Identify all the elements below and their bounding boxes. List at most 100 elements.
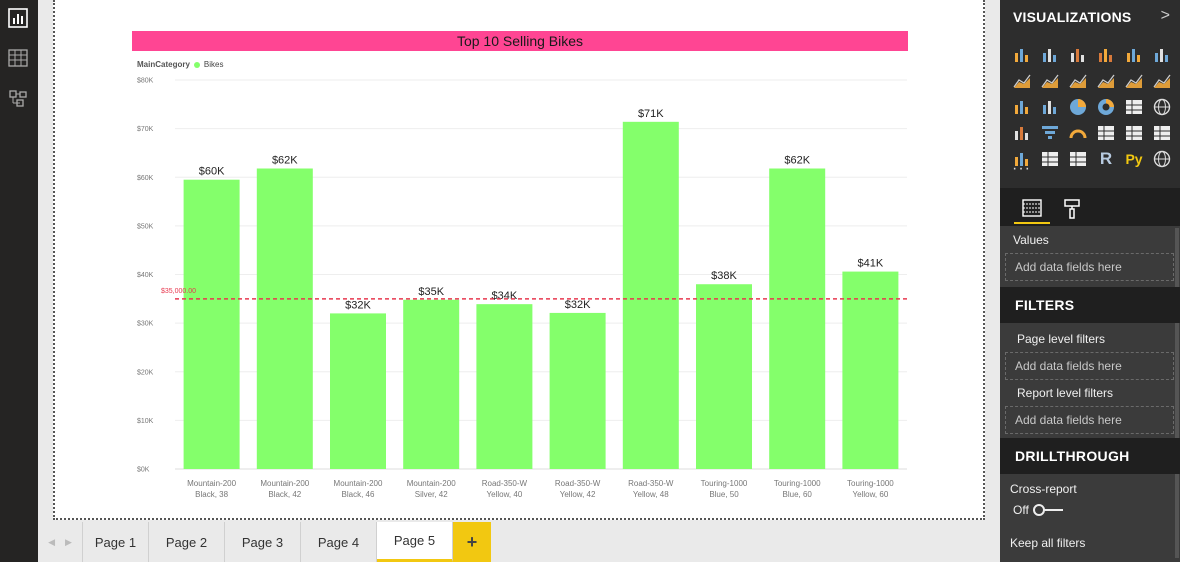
donut-chart-icon[interactable] bbox=[1092, 94, 1120, 120]
add-page-button[interactable]: + bbox=[453, 522, 491, 562]
legend-title: MainCategory bbox=[137, 60, 190, 69]
filled-map-icon[interactable] bbox=[1008, 120, 1036, 146]
y-tick-label: $80K bbox=[137, 78, 154, 85]
funnel-icon[interactable] bbox=[1036, 120, 1064, 146]
tab-scroll-arrows: ◀ ▶ bbox=[38, 522, 82, 562]
arcgis-map-icon[interactable] bbox=[1148, 146, 1176, 172]
keep-all-filters-label: Keep all filters bbox=[1010, 536, 1086, 550]
scatter-chart-icon[interactable] bbox=[1036, 94, 1064, 120]
visual-type-gallery: R Py bbox=[1008, 42, 1176, 172]
data-label: $62K bbox=[784, 154, 810, 166]
ribbon-chart-icon[interactable] bbox=[1148, 68, 1176, 94]
chart-legend: MainCategory Bikes bbox=[137, 60, 223, 69]
line-chart-icon[interactable] bbox=[1008, 68, 1036, 94]
matrix-icon[interactable] bbox=[1064, 146, 1092, 172]
data-label: $32K bbox=[345, 299, 371, 311]
100-stacked-column-chart-icon[interactable] bbox=[1148, 42, 1176, 68]
collapse-pane-chevron-icon[interactable]: > bbox=[1160, 7, 1170, 24]
multi-row-card-icon[interactable] bbox=[1120, 120, 1148, 146]
more-visuals-icon[interactable]: ··· bbox=[1012, 160, 1031, 177]
report-canvas: Top 10 Selling Bikes MainCategory Bikes … bbox=[38, 0, 1000, 522]
y-tick-label: $70K bbox=[137, 126, 154, 133]
x-tick-label: Touring-1000 bbox=[701, 479, 748, 488]
pie-chart-icon[interactable] bbox=[1064, 94, 1092, 120]
treemap-icon[interactable] bbox=[1120, 94, 1148, 120]
bar bbox=[256, 168, 313, 469]
bar bbox=[769, 168, 826, 469]
line-column-chart-icon[interactable] bbox=[1092, 68, 1120, 94]
kpi-icon[interactable] bbox=[1148, 120, 1176, 146]
tab-scroll-right-icon[interactable]: ▶ bbox=[65, 536, 72, 547]
visualizations-pane: VISUALIZATIONS > R Py ··· Values Add data… bbox=[1000, 0, 1180, 562]
values-drop-well[interactable]: Add data fields here bbox=[1005, 253, 1174, 281]
page-filters-drop-well[interactable]: Add data fields here bbox=[1005, 352, 1174, 380]
stacked-bar-chart-icon[interactable] bbox=[1008, 42, 1036, 68]
table-icon[interactable] bbox=[1036, 146, 1064, 172]
tab-scroll-left-icon[interactable]: ◀ bbox=[48, 536, 55, 547]
r-script-visual-icon[interactable]: R bbox=[1099, 149, 1113, 168]
slicer-icon[interactable] bbox=[1008, 146, 1036, 172]
x-tick-label: Yellow, 42 bbox=[560, 490, 596, 499]
report-view-icon[interactable] bbox=[6, 6, 30, 30]
data-label: $71K bbox=[638, 108, 664, 120]
tab-page-4[interactable]: Page 4 bbox=[301, 522, 377, 562]
fields-scroll-area bbox=[1000, 226, 1180, 562]
bar bbox=[842, 271, 899, 469]
clustered-column-chart-icon[interactable] bbox=[1092, 42, 1120, 68]
x-tick-label: Road-350-W bbox=[628, 479, 674, 488]
tab-page-5[interactable]: Page 5 bbox=[377, 522, 453, 562]
line-clustered-column-chart-icon[interactable] bbox=[1120, 68, 1148, 94]
100-stacked-bar-chart-icon[interactable] bbox=[1120, 42, 1148, 68]
data-label: $60K bbox=[199, 166, 225, 178]
x-tick-label: Mountain-200 bbox=[187, 479, 236, 488]
data-view-icon[interactable] bbox=[6, 46, 30, 70]
x-tick-label: Touring-1000 bbox=[847, 479, 894, 488]
y-tick-label: $0K bbox=[137, 467, 150, 474]
format-paint-roller-icon[interactable] bbox=[1054, 194, 1090, 224]
cross-report-state: Off bbox=[1013, 503, 1029, 517]
cross-report-toggle[interactable] bbox=[1032, 504, 1063, 516]
reference-line-label: $35,000.00 bbox=[161, 288, 196, 295]
x-tick-label: Road-350-W bbox=[555, 479, 601, 488]
x-tick-label: Mountain-200 bbox=[334, 479, 383, 488]
x-tick-label: Yellow, 60 bbox=[853, 490, 889, 499]
area-chart-icon[interactable] bbox=[1036, 68, 1064, 94]
y-tick-label: $20K bbox=[137, 369, 154, 376]
left-view-rail bbox=[0, 0, 38, 562]
bar-chart[interactable]: $0K $10K $20K $30K $40K $50K $60K $70K $80K $60K M… bbox=[55, 0, 987, 520]
model-view-icon[interactable] bbox=[6, 86, 30, 110]
pane-scrollbar[interactable] bbox=[1175, 228, 1179, 558]
stacked-area-chart-icon[interactable] bbox=[1064, 68, 1092, 94]
python-visual-icon[interactable]: Py bbox=[1125, 151, 1143, 167]
page-level-filters-label: Page level filters bbox=[1017, 332, 1106, 346]
y-tick-label: $60K bbox=[137, 175, 154, 182]
data-label: $41K bbox=[858, 258, 884, 270]
y-tick-label: $30K bbox=[137, 321, 154, 328]
fields-tab-icon[interactable] bbox=[1014, 194, 1050, 224]
data-label: $38K bbox=[711, 270, 737, 282]
x-tick-label: Blue, 60 bbox=[783, 490, 813, 499]
bar bbox=[696, 284, 752, 469]
chart-title: Top 10 Selling Bikes bbox=[132, 31, 908, 51]
gauge-icon[interactable] bbox=[1064, 120, 1092, 146]
tab-page-3[interactable]: Page 3 bbox=[225, 522, 301, 562]
pane-sub-tabs bbox=[1000, 188, 1180, 226]
tab-page-2[interactable]: Page 2 bbox=[149, 522, 225, 562]
cross-report-toggle-row: Off bbox=[1013, 503, 1063, 517]
map-icon[interactable] bbox=[1148, 94, 1176, 120]
waterfall-chart-icon[interactable] bbox=[1008, 94, 1036, 120]
stacked-column-chart-icon[interactable] bbox=[1036, 42, 1064, 68]
page-tabs-bar: ◀ ▶ Page 1 Page 2 Page 3 Page 4 Page 5 + bbox=[38, 522, 1000, 562]
visualizations-header: VISUALIZATIONS bbox=[1013, 9, 1132, 25]
clustered-bar-chart-icon[interactable] bbox=[1064, 42, 1092, 68]
y-tick-label: $40K bbox=[137, 272, 154, 279]
card-icon[interactable] bbox=[1092, 120, 1120, 146]
x-tick-label: Black, 46 bbox=[342, 490, 375, 499]
report-filters-drop-well[interactable]: Add data fields here bbox=[1005, 406, 1174, 434]
data-label: $35K bbox=[418, 286, 444, 298]
x-tick-label: Black, 42 bbox=[268, 490, 301, 499]
tab-page-1[interactable]: Page 1 bbox=[82, 522, 149, 562]
report-page: Top 10 Selling Bikes MainCategory Bikes … bbox=[53, 0, 985, 520]
bar bbox=[403, 299, 460, 469]
cross-report-label: Cross-report bbox=[1010, 482, 1077, 496]
